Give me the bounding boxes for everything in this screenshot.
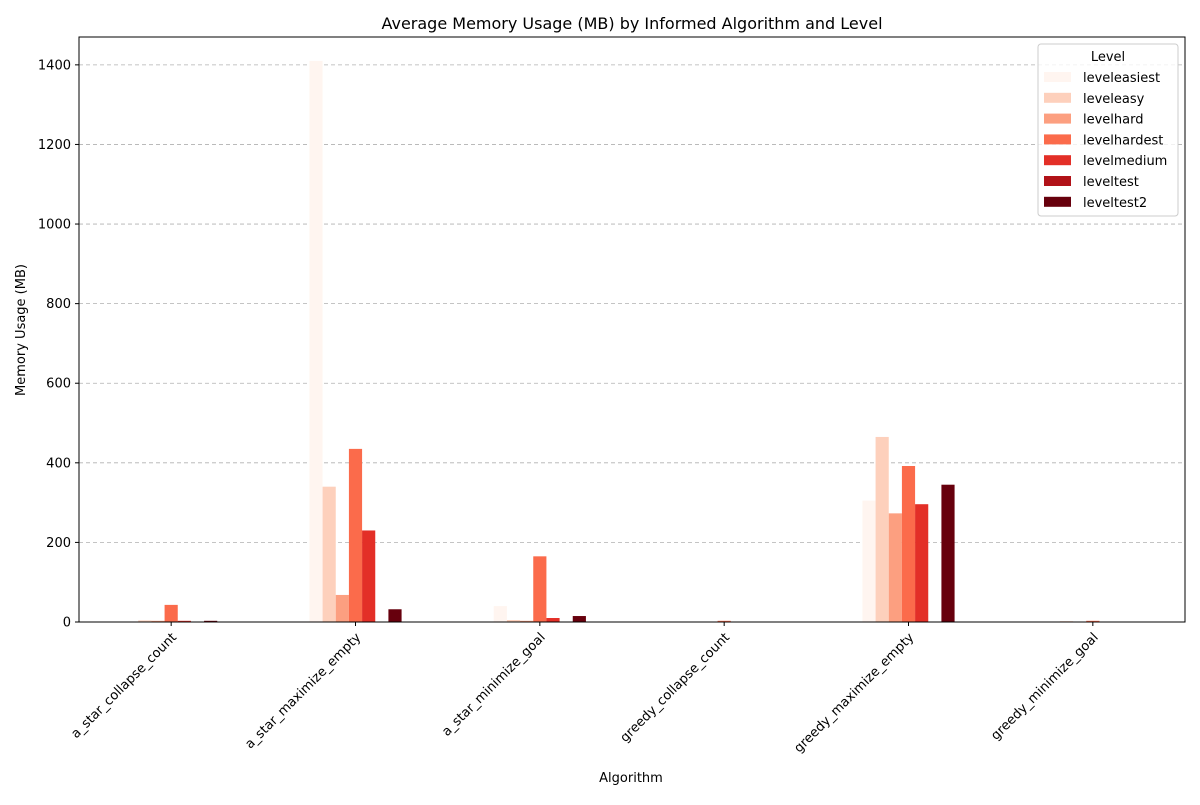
y-tick-label: 400 [46, 456, 71, 471]
bar-levelhardest-greedy_maximize_empty [902, 466, 915, 622]
y-tick-label: 0 [63, 616, 71, 631]
y-tick-label: 1400 [38, 58, 71, 73]
bar-leveleasy-greedy_maximize_empty [876, 437, 889, 622]
chart-title: Average Memory Usage (MB) by Informed Al… [381, 14, 882, 33]
legend-swatch-levelhardest [1044, 134, 1071, 144]
y-tick-label: 1000 [38, 218, 71, 233]
legend-label-leveleasiest: leveleasiest [1083, 71, 1160, 86]
legend-box [1038, 44, 1178, 216]
legend-swatch-levelhard [1044, 114, 1071, 124]
bar-leveltest2-a_star_maximize_empty [388, 609, 401, 622]
bar-levelhard-a_star_maximize_empty [336, 595, 349, 622]
legend-title: Level [1091, 50, 1125, 65]
legend-swatch-leveleasiest [1044, 72, 1071, 82]
bar-leveleasiest-a_star_maximize_empty [309, 61, 322, 622]
y-tick-label: 600 [46, 377, 71, 392]
legend: Level leveleasiest leveleasy levelhard leve… [1038, 44, 1178, 216]
legend-swatch-leveltest [1044, 176, 1071, 186]
y-axis-label: Memory Usage (MB) [14, 264, 29, 396]
legend-swatch-leveleasy [1044, 93, 1071, 103]
bar-leveltest2-a_star_minimize_goal [573, 616, 586, 622]
y-tick-label: 800 [46, 297, 71, 312]
bar-levelhardest-a_star_maximize_empty [349, 449, 362, 622]
bar-leveleasiest-greedy_maximize_empty [862, 501, 875, 622]
legend-label-levelmedium: levelmedium [1083, 154, 1167, 169]
bar-levelmedium-a_star_minimize_goal [546, 618, 559, 622]
legend-label-levelhard: levelhard [1083, 113, 1144, 128]
x-axis-label: Algorithm [599, 771, 663, 786]
legend-label-leveltest: leveltest [1083, 175, 1139, 190]
legend-label-levelhardest: levelhardest [1083, 133, 1163, 148]
legend-label-leveleasy: leveleasy [1083, 92, 1145, 107]
legend-swatch-leveltest2 [1044, 197, 1071, 207]
bar-levelhard-greedy_maximize_empty [889, 513, 902, 622]
bar-levelhardest-a_star_collapse_count [165, 605, 178, 622]
legend-swatch-levelmedium [1044, 155, 1071, 165]
y-tick-label: 1200 [38, 138, 71, 153]
bar-levelmedium-greedy_maximize_empty [915, 504, 928, 622]
y-tick-label: 200 [46, 536, 71, 551]
legend-label-leveltest2: leveltest2 [1083, 196, 1147, 211]
bar-leveltest2-greedy_maximize_empty [941, 485, 954, 622]
bar-levelmedium-a_star_maximize_empty [362, 530, 375, 622]
bar-leveleasy-a_star_maximize_empty [323, 487, 336, 622]
bar-leveleasiest-a_star_minimize_goal [494, 606, 507, 622]
bar-levelhardest-a_star_minimize_goal [533, 556, 546, 622]
